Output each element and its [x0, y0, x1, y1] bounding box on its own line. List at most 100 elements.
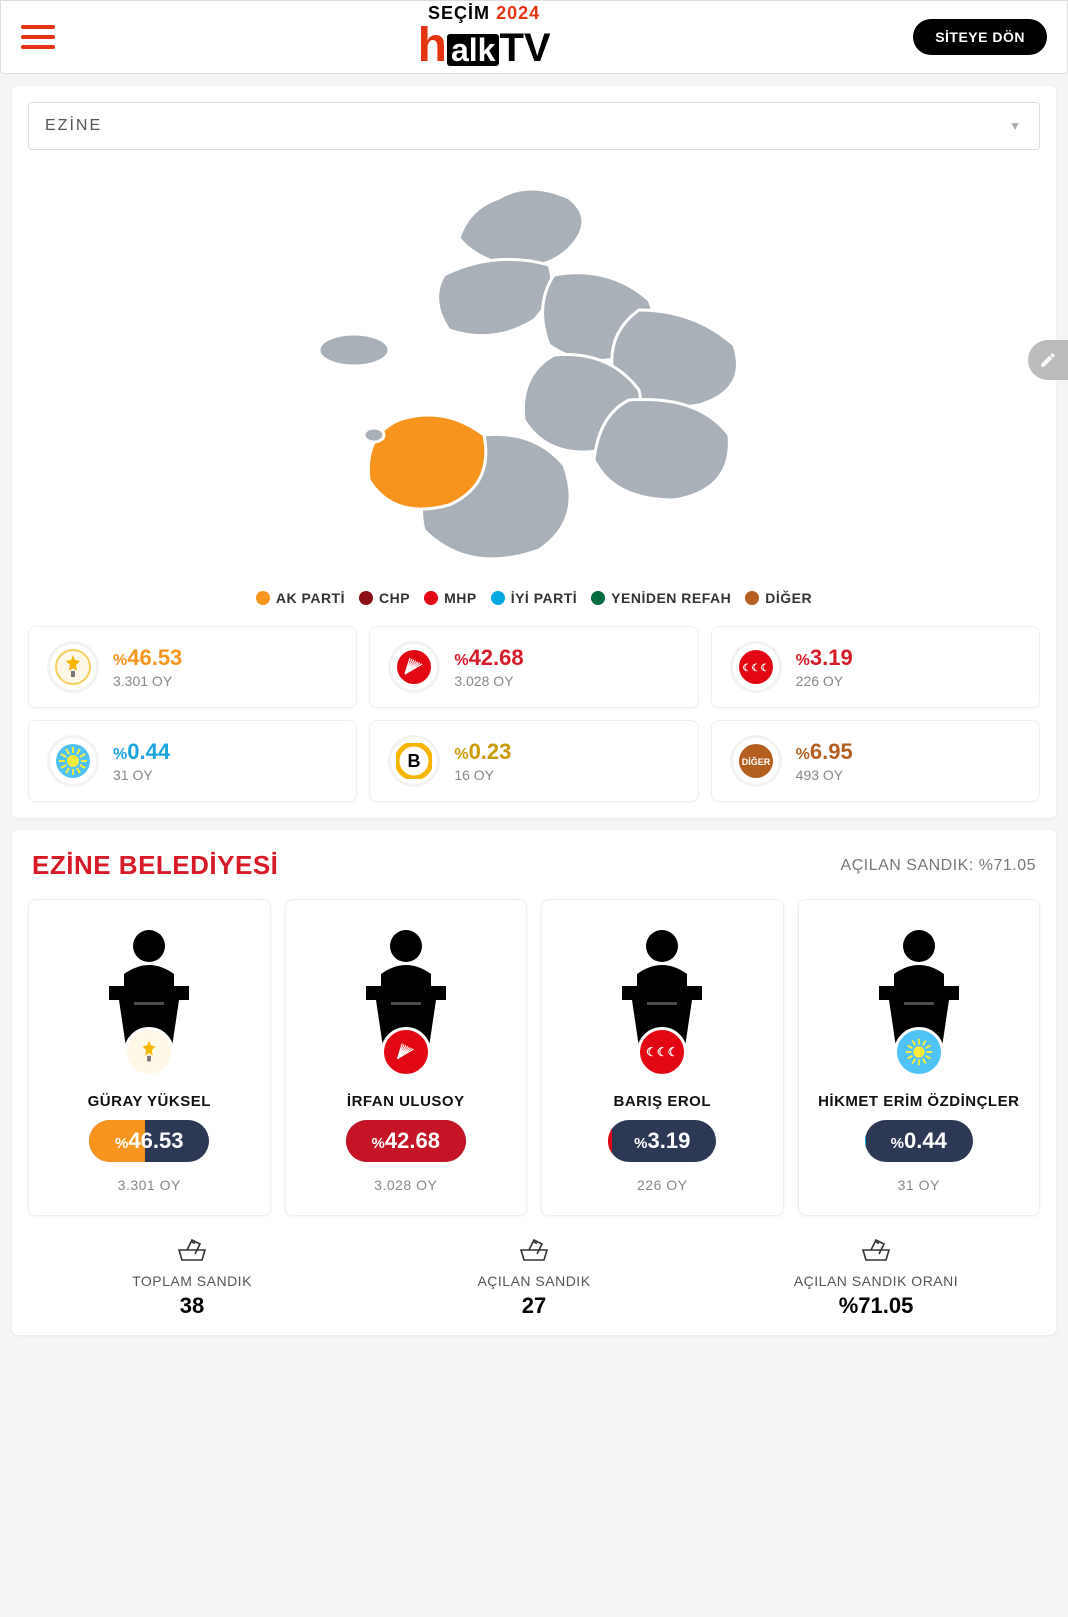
- map-region-selected[interactable]: [368, 415, 485, 509]
- district-map: [28, 150, 1040, 580]
- legend-label: YENİDEN REFAH: [611, 590, 731, 606]
- brand-alk: alk: [447, 34, 499, 66]
- candidate-votes: 3.301 OY: [39, 1177, 260, 1193]
- party-percent: %42.68: [454, 645, 523, 671]
- legend-item: YENİDEN REFAH: [591, 590, 731, 606]
- district-selected: EZİNE: [45, 117, 102, 135]
- candidate-podium-icon: ☾☾☾: [602, 924, 722, 1069]
- svg-text:B: B: [408, 751, 421, 771]
- candidate-percent-pill: %46.53: [89, 1120, 209, 1162]
- candidate-podium-icon: [346, 924, 466, 1069]
- section-title: EZİNE BELEDİYESİ: [32, 850, 278, 881]
- party-percent: %46.53: [113, 645, 182, 671]
- party-votes: 31 OY: [113, 767, 170, 783]
- legend-label: CHP: [379, 590, 410, 606]
- back-to-site-button[interactable]: SİTEYE DÖN: [913, 19, 1047, 55]
- map-region[interactable]: [438, 259, 552, 335]
- stat-label: AÇILAN SANDIK: [370, 1273, 698, 1289]
- legend-label: AK PARTİ: [276, 590, 345, 606]
- edit-fab-icon[interactable]: [1028, 340, 1068, 380]
- legend-item: CHP: [359, 590, 410, 606]
- brand-tv: TV: [499, 28, 550, 68]
- ballot-icon: [712, 1236, 1040, 1267]
- legend-item: AK PARTİ: [256, 590, 345, 606]
- party-votes: 3.028 OY: [454, 673, 523, 689]
- party-percent: %3.19: [796, 645, 853, 671]
- candidate-party-badge-icon: [381, 1027, 431, 1077]
- candidate-name: İRFAN ULUSOY: [296, 1093, 517, 1110]
- map-island[interactable]: [319, 334, 389, 366]
- party-votes: 493 OY: [796, 767, 853, 783]
- legend-dot-icon: [256, 591, 270, 605]
- legend-item: İYİ PARTİ: [491, 590, 577, 606]
- ballot-stat: AÇILAN SANDIK ORANI %71.05: [712, 1236, 1040, 1319]
- legend-dot-icon: [359, 591, 373, 605]
- candidate-name: GÜRAY YÜKSEL: [39, 1093, 260, 1110]
- party-percent: %0.44: [113, 739, 170, 765]
- candidate-percent-pill: %42.68: [346, 1120, 466, 1162]
- candidate-card[interactable]: İRFAN ULUSOY %42.68 3.028 OY: [285, 899, 528, 1216]
- candidates-grid: GÜRAY YÜKSEL %46.53 3.301 OY İRFAN ULUSO…: [28, 899, 1040, 1216]
- brand-h: h: [418, 22, 447, 70]
- candidate-podium-icon: [859, 924, 979, 1069]
- brand-year: 2024: [496, 3, 540, 23]
- legend-item: DİĞER: [745, 590, 812, 606]
- legend-dot-icon: [424, 591, 438, 605]
- candidate-party-badge-icon: ☾☾☾: [637, 1027, 687, 1077]
- legend-label: MHP: [444, 590, 477, 606]
- party-card[interactable]: B %0.23 16 OY: [369, 720, 698, 802]
- party-percent: %0.23: [454, 739, 511, 765]
- party-percent: %6.95: [796, 739, 853, 765]
- ballot-icon: [28, 1236, 356, 1267]
- hamburger-icon[interactable]: [21, 25, 55, 49]
- stat-value: 38: [28, 1293, 356, 1319]
- opened-ballot-label: AÇILAN SANDIK: %71.05: [841, 857, 1036, 875]
- party-card[interactable]: %42.68 3.028 OY: [369, 626, 698, 708]
- map-regions[interactable]: [319, 189, 737, 559]
- candidate-card[interactable]: ☾☾☾ BARIŞ EROL %3.19 226 OY: [541, 899, 784, 1216]
- party-card[interactable]: ☾☾☾ %3.19 226 OY: [711, 626, 1040, 708]
- legend-dot-icon: [591, 591, 605, 605]
- party-icon: [47, 735, 99, 787]
- candidate-name: BARIŞ EROL: [552, 1093, 773, 1110]
- brand-logo[interactable]: SEÇİM 2024 h alk TV: [418, 4, 551, 70]
- candidate-percent-pill: %0.44: [865, 1120, 973, 1162]
- svg-text:DİĞER: DİĞER: [741, 756, 770, 767]
- candidate-card[interactable]: HİKMET ERİM ÖZDİNÇLER %0.44 31 OY: [798, 899, 1041, 1216]
- ballot-stat: AÇILAN SANDIK 27: [370, 1236, 698, 1319]
- party-icon: B: [388, 735, 440, 787]
- party-legend: AK PARTİ CHP MHP İYİ PARTİ YENİDEN REFAH DİĞE…: [28, 580, 1040, 626]
- map-island[interactable]: [364, 428, 384, 442]
- candidate-card[interactable]: GÜRAY YÜKSEL %46.53 3.301 OY: [28, 899, 271, 1216]
- map-region[interactable]: [459, 189, 583, 268]
- results-map-card: EZİNE ▼ AK PARTİ CHP MHP İYİ PARTİ YENİDEN R…: [12, 86, 1056, 818]
- party-icon: DİĞER: [730, 735, 782, 787]
- stat-value: 27: [370, 1293, 698, 1319]
- candidate-votes: 3.028 OY: [296, 1177, 517, 1193]
- candidates-card: EZİNE BELEDİYESİ AÇILAN SANDIK: %71.05 G…: [12, 830, 1056, 1335]
- stat-value: %71.05: [712, 1293, 1040, 1319]
- party-results-grid: %46.53 3.301 OY %42.68 3.028 OY ☾☾☾ %3.1…: [28, 626, 1040, 802]
- ballot-icon: [370, 1236, 698, 1267]
- party-icon: [388, 641, 440, 693]
- map-region[interactable]: [594, 399, 729, 500]
- party-votes: 3.301 OY: [113, 673, 182, 689]
- candidate-party-badge-icon: [894, 1027, 944, 1077]
- party-card[interactable]: %0.44 31 OY: [28, 720, 357, 802]
- party-votes: 16 OY: [454, 767, 511, 783]
- legend-dot-icon: [745, 591, 759, 605]
- party-card[interactable]: %46.53 3.301 OY: [28, 626, 357, 708]
- legend-item: MHP: [424, 590, 477, 606]
- app-header: SEÇİM 2024 h alk TV SİTEYE DÖN: [0, 0, 1068, 74]
- legend-label: İYİ PARTİ: [511, 590, 577, 606]
- district-dropdown[interactable]: EZİNE ▼: [28, 102, 1040, 150]
- ballot-stat: TOPLAM SANDIK 38: [28, 1236, 356, 1319]
- candidate-votes: 31 OY: [809, 1177, 1030, 1193]
- candidate-votes: 226 OY: [552, 1177, 773, 1193]
- party-icon: ☾☾☾: [730, 641, 782, 693]
- legend-dot-icon: [491, 591, 505, 605]
- party-card[interactable]: DİĞER %6.95 493 OY: [711, 720, 1040, 802]
- stat-label: TOPLAM SANDIK: [28, 1273, 356, 1289]
- chevron-down-icon: ▼: [1009, 119, 1023, 133]
- party-icon: [47, 641, 99, 693]
